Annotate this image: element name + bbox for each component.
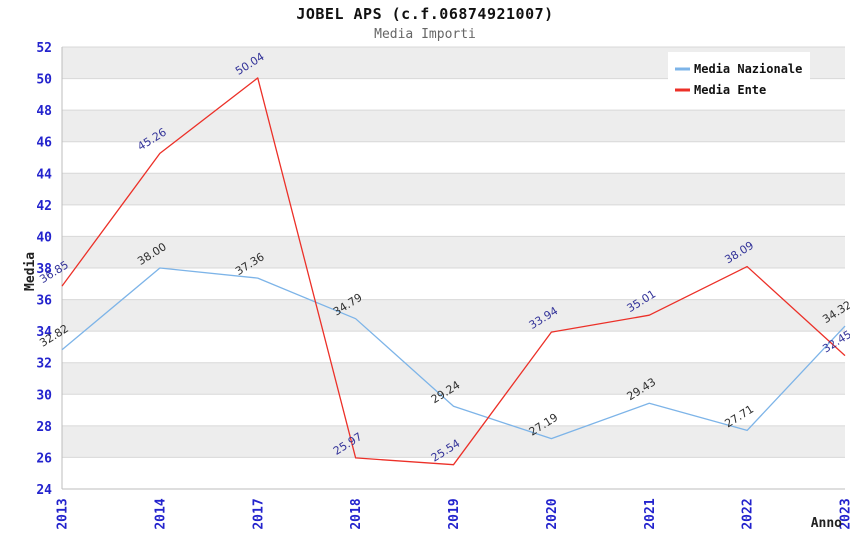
x-tick-label: 2014 (153, 498, 168, 529)
legend-label-media-ente: Media Ente (694, 83, 766, 97)
plot-band (62, 173, 845, 205)
x-tick-label: 2021 (643, 498, 658, 529)
legend-label-media-nazionale: Media Nazionale (694, 62, 802, 76)
x-tick-label: 2022 (741, 498, 756, 529)
y-tick-label: 44 (36, 167, 52, 182)
plot-band (62, 110, 845, 142)
plot-band (62, 236, 845, 268)
y-tick-label: 42 (36, 199, 52, 214)
x-axis-title: Anno (811, 516, 842, 531)
y-tick-label: 48 (36, 104, 52, 119)
y-tick-label: 52 (36, 41, 52, 56)
y-tick-label: 28 (36, 420, 52, 435)
chart-title: JOBEL APS (c.f.06874921007) (296, 5, 554, 23)
y-tick-label: 36 (36, 294, 52, 309)
x-tick-label: 2020 (545, 498, 560, 529)
series-line-media-ente (61, 77, 846, 466)
legend-box (668, 52, 810, 100)
series-line-media-nazionale (61, 267, 846, 440)
x-tick-label: 2023 (839, 498, 850, 529)
x-tick-label: 2017 (251, 498, 266, 529)
plot-band (62, 299, 845, 332)
legend-item-media-nazionale: Media Nazionale (675, 62, 802, 76)
y-tick-label: 46 (36, 136, 52, 151)
x-tick-label: 2019 (447, 498, 462, 529)
legend-item-media-ente: Media Ente (675, 83, 766, 97)
y-tick-label: 30 (36, 388, 52, 403)
x-tick-label: 2013 (56, 498, 71, 529)
y-tick-label: 26 (36, 451, 52, 466)
y-tick-label: 32 (36, 357, 52, 372)
legend: Media Nazionale Media Ente (668, 52, 810, 100)
y-tick-label: 38 (36, 262, 52, 277)
y-tick-label: 50 (36, 73, 52, 88)
data-label-media-ente: 32.45 (820, 328, 850, 356)
y-tick-label: 34 (36, 325, 52, 340)
plot-band (62, 362, 845, 395)
x-tick-label: 2018 (349, 498, 364, 529)
plot-generated: 24 26 28 30 32 34 36 38 40 42 44 46 48 50 52 2013 2014 20… (36, 41, 850, 530)
y-tick-label: 40 (36, 230, 52, 245)
chart-subtitle: Media Importi (374, 27, 476, 42)
y-tick-label: 24 (36, 483, 52, 498)
y-axis-title: Media (23, 252, 38, 291)
plot-band (62, 425, 845, 458)
